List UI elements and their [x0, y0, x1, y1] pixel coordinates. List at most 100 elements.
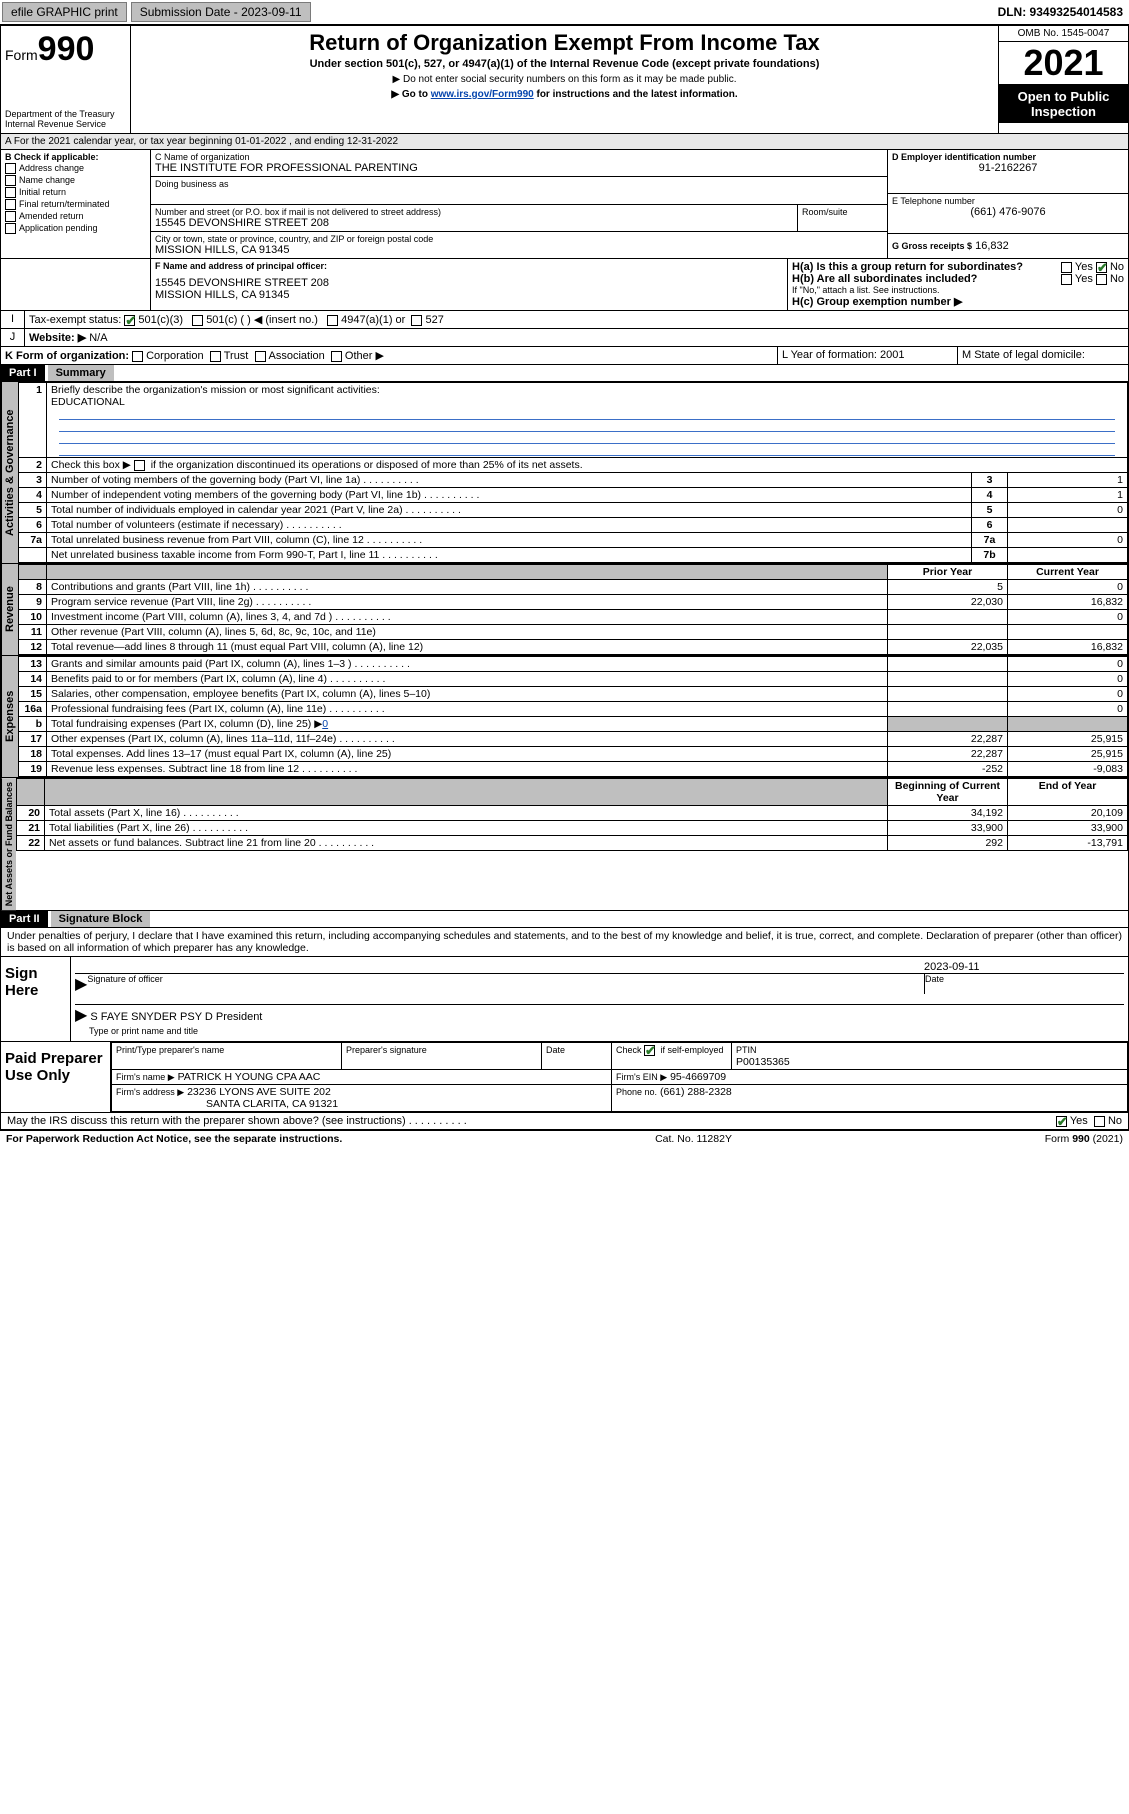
discuss-no[interactable] — [1094, 1116, 1105, 1127]
form-number: Form990 — [5, 30, 126, 69]
line-4: Number of independent voting members of … — [47, 488, 972, 503]
gross-receipts: 16,832 — [975, 240, 1009, 252]
section-bcdeg: B Check if applicable: Address change Na… — [0, 150, 1129, 259]
part1-revenue: Revenue Prior YearCurrent Year 8Contribu… — [0, 564, 1129, 656]
chk-527[interactable] — [411, 315, 422, 326]
section-j: J Website: ▶ N/A — [0, 329, 1129, 347]
line-3: Number of voting members of the governin… — [47, 473, 972, 488]
sign-here-block: Sign Here 2023-09-11 ▶ Signature of offi… — [0, 957, 1129, 1042]
l-year-formation: L Year of formation: 2001 — [778, 347, 958, 364]
line-8: Contributions and grants (Part VIII, lin… — [47, 580, 888, 595]
pp-date-label: Date — [546, 1045, 565, 1055]
line-19: Revenue less expenses. Subtract line 18 … — [47, 762, 888, 777]
footer-mid: Cat. No. 11282Y — [655, 1133, 732, 1145]
chk-discontinued[interactable] — [134, 460, 145, 471]
chk-app-pending[interactable] — [5, 223, 16, 234]
chk-other[interactable] — [331, 351, 342, 362]
line-6: Total number of volunteers (estimate if … — [47, 518, 972, 533]
chk-corp[interactable] — [132, 351, 143, 362]
line-15: Salaries, other compensation, employee b… — [47, 687, 888, 702]
line-9: Program service revenue (Part VIII, line… — [47, 595, 888, 610]
irs-label: Internal Revenue Service — [5, 119, 126, 129]
chk-address-change[interactable] — [5, 163, 16, 174]
section-i: I Tax-exempt status: 501(c)(3) 501(c) ( … — [0, 311, 1129, 329]
line-20: Total assets (Part X, line 16) — [45, 806, 888, 821]
form-note-ssn: ▶ Do not enter social security numbers o… — [135, 74, 994, 85]
line-13: Grants and similar amounts paid (Part IX… — [47, 657, 888, 672]
org-name: THE INSTITUTE FOR PROFESSIONAL PARENTING — [155, 162, 883, 174]
line-7a: Total unrelated business revenue from Pa… — [47, 533, 972, 548]
line-22: Net assets or fund balances. Subtract li… — [45, 836, 888, 851]
hb-label: H(b) Are all subordinates included? — [792, 273, 977, 285]
city-label: City or town, state or province, country… — [155, 234, 883, 244]
discuss-text: May the IRS discuss this return with the… — [7, 1115, 467, 1127]
hb-no[interactable] — [1096, 274, 1107, 285]
officer-addr2: MISSION HILLS, CA 91345 — [155, 289, 783, 301]
line-11: Other revenue (Part VIII, column (A), li… — [47, 625, 888, 640]
sig-date-value: 2023-09-11 — [924, 961, 1124, 973]
line-5: Total number of individuals employed in … — [47, 503, 972, 518]
firm-phone: (661) 288-2328 — [660, 1086, 732, 1098]
page-footer: For Paperwork Reduction Act Notice, see … — [0, 1130, 1129, 1147]
chk-self-employed[interactable] — [644, 1045, 655, 1056]
paid-preparer-block: Paid Preparer Use Only Print/Type prepar… — [0, 1042, 1129, 1113]
f-label: F Name and address of principal officer: — [155, 261, 783, 271]
section-a-taxyear: A For the 2021 calendar year, or tax yea… — [0, 134, 1129, 150]
officer-name-label: Type or print name and title — [89, 1026, 198, 1036]
irs-link[interactable]: www.irs.gov/Form990 — [431, 89, 534, 100]
chk-501c3[interactable] — [124, 315, 135, 326]
city-state-zip: MISSION HILLS, CA 91345 — [155, 244, 883, 256]
line-16a: Professional fundraising fees (Part IX, … — [47, 702, 888, 717]
efile-print-button[interactable]: efile GRAPHIC print — [2, 2, 127, 22]
chk-initial-return[interactable] — [5, 187, 16, 198]
officer-name: S FAYE SNYDER PSY D President — [90, 1011, 262, 1023]
line-10: Investment income (Part VIII, column (A)… — [47, 610, 888, 625]
chk-501c[interactable] — [192, 315, 203, 326]
g-label: G Gross receipts $ — [892, 241, 972, 251]
line-18: Total expenses. Add lines 13–17 (must eq… — [47, 747, 888, 762]
vert-net-assets: Net Assets or Fund Balances — [1, 778, 16, 910]
pp-name-label: Print/Type preparer's name — [116, 1045, 224, 1055]
hb-yes[interactable] — [1061, 274, 1072, 285]
part1-header: Part I — [1, 365, 45, 381]
form-header: Form990 Department of the Treasury Inter… — [0, 25, 1129, 134]
chk-4947[interactable] — [327, 315, 338, 326]
part1-title: Summary — [48, 365, 114, 381]
officer-addr1: 15545 DEVONSHIRE STREET 208 — [155, 277, 783, 289]
ha-no[interactable] — [1096, 262, 1107, 273]
col-prior-year: Prior Year — [888, 565, 1008, 580]
q1-value: EDUCATIONAL — [51, 396, 125, 408]
discuss-yes[interactable] — [1056, 1116, 1067, 1127]
line-17: Other expenses (Part IX, column (A), lin… — [47, 732, 888, 747]
hc-label: H(c) Group exemption number ▶ — [792, 295, 1124, 308]
footer-left: For Paperwork Reduction Act Notice, see … — [6, 1133, 342, 1145]
vert-expenses: Expenses — [1, 656, 18, 777]
street-address: 15545 DEVONSHIRE STREET 208 — [155, 217, 793, 229]
line-21: Total liabilities (Part X, line 26) — [45, 821, 888, 836]
chk-amended[interactable] — [5, 211, 16, 222]
arrow-icon: ▶ — [75, 1007, 87, 1024]
room-suite-label: Room/suite — [797, 205, 887, 231]
dln: DLN: 93493254014583 — [998, 5, 1129, 19]
telephone: (661) 476-9076 — [892, 206, 1124, 218]
pp-sig-label: Preparer's signature — [346, 1045, 427, 1055]
website: N/A — [89, 332, 107, 344]
chk-final-return[interactable] — [5, 199, 16, 210]
chk-assoc[interactable] — [255, 351, 266, 362]
line-14: Benefits paid to or for members (Part IX… — [47, 672, 888, 687]
col-current-year: Current Year — [1008, 565, 1128, 580]
firm-phone-label: Phone no. — [616, 1087, 657, 1097]
tax-year: 2021 — [999, 42, 1128, 85]
declaration-text: Under penalties of perjury, I declare th… — [0, 928, 1129, 957]
k-label: K Form of organization: — [5, 350, 129, 362]
topbar: efile GRAPHIC print Submission Date - 20… — [0, 0, 1129, 25]
firm-addr1: 23236 LYONS AVE SUITE 202 — [187, 1086, 331, 1098]
arrow-icon: ▶ — [75, 974, 87, 994]
section-fh: F Name and address of principal officer:… — [0, 259, 1129, 311]
chk-name-change[interactable] — [5, 175, 16, 186]
part2-title: Signature Block — [51, 911, 151, 927]
firm-addr2: SANTA CLARITA, CA 91321 — [206, 1098, 338, 1110]
chk-trust[interactable] — [210, 351, 221, 362]
ha-yes[interactable] — [1061, 262, 1072, 273]
line-7b: Net unrelated business taxable income fr… — [47, 548, 972, 563]
